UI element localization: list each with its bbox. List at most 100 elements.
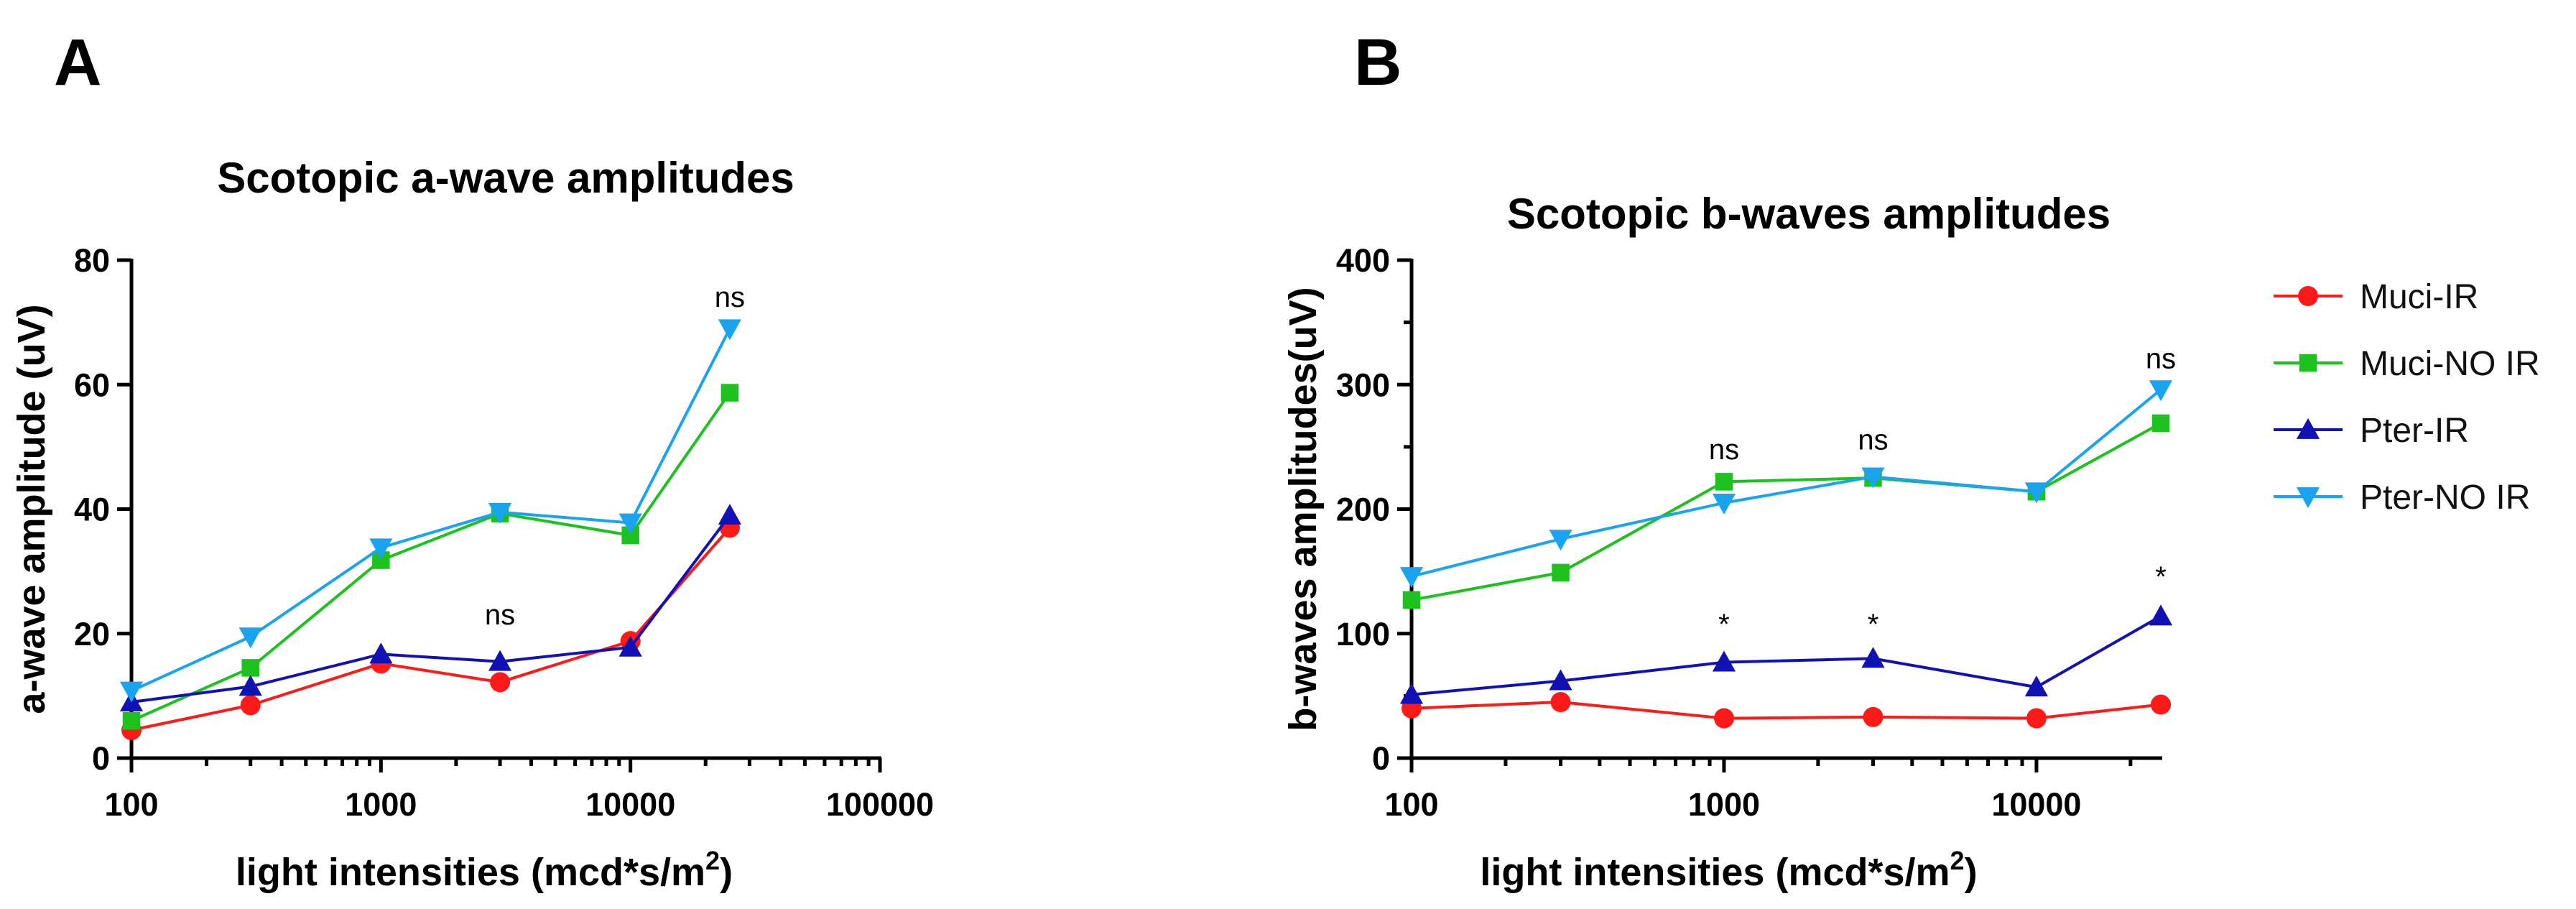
chart-a-data-point <box>122 711 141 730</box>
chart-b-series-muci-no-ir <box>1402 414 2170 609</box>
chart-a-data-point <box>718 504 741 525</box>
chart-a-data-point <box>369 642 393 664</box>
chart-b-data-point <box>1399 567 1424 589</box>
chart-b-y-tick-label: 200 <box>1336 492 1390 528</box>
chart-a-y-tick-label: 0 <box>92 740 110 777</box>
chart-a-x-tick-label: 100 <box>104 786 158 823</box>
chart-a-y-tick-label: 40 <box>74 492 110 528</box>
chart-b-data-point <box>1715 473 1733 491</box>
chart-a-y-axis-label: a-wave amplitude (uV) <box>10 304 53 714</box>
chart-a-data-point <box>718 319 741 341</box>
chart-a-ns-label: ns <box>715 282 745 313</box>
chart-a-title: Scotopic a-wave amplitudes <box>217 154 794 202</box>
panel-letter-b: B <box>1354 26 1401 99</box>
chart-b-y-tick-label: 100 <box>1336 616 1390 652</box>
chart-a-data-point <box>490 672 511 693</box>
chart-b-significance-star: * <box>1718 609 1730 640</box>
chart-b-data-point <box>1861 467 1885 489</box>
chart-a-series-line <box>131 514 731 704</box>
chart-a-y-tick-label: 80 <box>74 242 110 279</box>
legend-item-muci-no-ir: Muci-NO IR <box>2274 345 2540 383</box>
chart-b-series-pter-ir <box>1399 604 2173 704</box>
chart-b-data-point <box>1713 708 1734 729</box>
panel-letter-a: A <box>54 26 101 99</box>
chart-b-data-point <box>1863 706 1884 727</box>
chart-b-data-point <box>1552 563 1570 582</box>
chart-b-data-point <box>2024 675 2049 697</box>
chart-b-y-tick-label: 0 <box>1372 740 1390 777</box>
chart-b-series-line <box>1411 614 2162 696</box>
chart-a-y-tick-label: 20 <box>74 616 110 652</box>
chart-a-data-point <box>240 695 261 716</box>
chart-b-data-point <box>1861 647 1885 668</box>
legend-marker <box>2296 417 2320 439</box>
chart-b-data-point <box>1712 650 1736 672</box>
chart-b-title: Scotopic b-waves amplitudes <box>1507 190 2111 238</box>
chart-b-data-point <box>2149 380 2173 402</box>
chart-a-series-line <box>131 392 731 722</box>
chart-a-data-point <box>488 650 512 671</box>
chart-a-series-muci-no-ir <box>122 384 739 730</box>
chart-a-series-pter-ir <box>119 504 741 711</box>
chart-b-x-tick-label: 1000 <box>1688 786 1760 823</box>
legend-item-pter-no-ir: Pter-NO IR <box>2274 479 2530 517</box>
chart-a-data-point <box>238 675 262 696</box>
chart-b-series-pter-no-ir <box>1399 380 2173 589</box>
chart-b-data-point <box>2026 708 2047 729</box>
chart-a-wave: Scotopic a-wave amplitudes 0 20 40 60 80 100 10… <box>10 154 934 894</box>
chart-b-ns-label: ns <box>2146 343 2176 375</box>
legend-marker <box>2298 286 2318 306</box>
chart-b-data-point <box>1402 591 1421 609</box>
legend-label: Muci-NO IR <box>2360 345 2540 383</box>
chart-b-data-point <box>2151 694 2171 715</box>
chart-b-data-point <box>2149 604 2173 626</box>
legend-marker <box>2299 354 2317 372</box>
chart-b-series-muci-ir <box>1401 692 2171 729</box>
chart-b-ns-label: ns <box>1709 434 1739 466</box>
chart-a-series-muci-ir <box>121 517 740 741</box>
chart-b-significance-star: * <box>2155 561 2167 593</box>
chart-a-data-point <box>488 502 512 524</box>
legend-item-muci-ir: Muci-IR <box>2274 278 2478 316</box>
chart-b-data-point <box>1399 683 1424 704</box>
chart-a-data-point <box>369 538 393 560</box>
legend-marker <box>2296 487 2320 509</box>
chart-b-data-point <box>2151 414 2170 433</box>
chart-a-data-point <box>618 513 642 535</box>
legend-item-pter-ir: Pter-IR <box>2274 412 2469 450</box>
chart-b-data-point <box>1549 669 1572 691</box>
legend: Muci-IR Muci-NO IR Pter-IR Pter-NO IR <box>2274 278 2540 517</box>
chart-b-wave: Scotopic b-waves amplitudes 0 100 200 300 400… <box>1282 190 2176 894</box>
chart-b-data-point <box>1549 530 1572 551</box>
chart-b-ns-label: ns <box>1858 424 1888 456</box>
chart-b-y-tick-label: 300 <box>1336 366 1390 403</box>
chart-a-x-tick-label: 10000 <box>585 786 675 823</box>
chart-b-x-tick-label: 100 <box>1384 786 1438 823</box>
chart-a-x-tick-label: 100000 <box>826 786 934 823</box>
chart-a-data-point <box>119 681 144 703</box>
chart-b-significance-star: * <box>1868 609 1879 640</box>
chart-a-data-point <box>721 384 739 402</box>
chart-b-y-tick-label: 400 <box>1336 242 1390 279</box>
chart-a-series-line <box>131 527 731 732</box>
chart-b-data-point <box>1712 493 1736 515</box>
chart-a-series-pter-no-ir <box>119 319 741 703</box>
chart-b-data-point <box>1550 692 1571 713</box>
chart-a-series-line <box>131 328 731 693</box>
legend-label: Muci-IR <box>2360 278 2478 316</box>
chart-a-y-tick-label: 60 <box>74 366 110 403</box>
chart-a-ns-label: ns <box>485 599 515 631</box>
chart-b-series-line <box>1411 388 2162 578</box>
legend-label: Pter-NO IR <box>2360 479 2530 517</box>
chart-a-data-point <box>618 635 642 657</box>
chart-a-x-axis-label: light intensities (mcd*s/m2) <box>236 846 733 894</box>
chart-b-x-axis-label: light intensities (mcd*s/m2) <box>1480 846 1977 894</box>
chart-b-data-point <box>2024 482 2049 504</box>
chart-a-x-tick-label: 1000 <box>345 786 417 823</box>
chart-b-x-tick-label: 10000 <box>1991 786 2081 823</box>
chart-a-data-point <box>238 627 262 649</box>
chart-b-y-axis-label: b-waves amplitudes(uV) <box>1282 287 1325 731</box>
chart-b-series-line <box>1411 422 2162 601</box>
chart-b-series-line <box>1411 701 2162 720</box>
